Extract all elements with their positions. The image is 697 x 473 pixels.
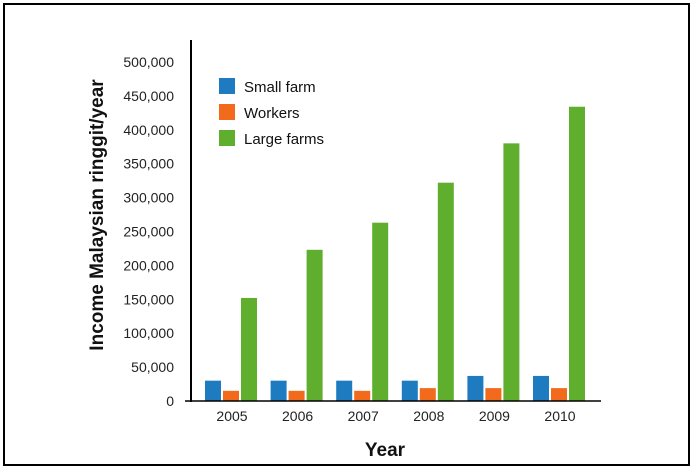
bar-small-farm-2010	[533, 375, 549, 401]
bar-large-farms-2008	[437, 182, 454, 401]
bar-large-farms-2005	[241, 297, 257, 401]
legend-label: Workers	[244, 105, 300, 122]
y-tick-label: 0	[166, 393, 174, 409]
y-tick-label: 200,000	[123, 257, 174, 273]
y-tick-label: 400,000	[123, 122, 174, 138]
bar-large-farms-2006	[306, 249, 323, 401]
y-tick-label: 450,000	[123, 88, 174, 104]
bar-large-farms-2010	[569, 106, 585, 402]
bar-workers-2005	[223, 390, 239, 401]
bars	[205, 106, 585, 402]
bar-workers-2009	[485, 388, 502, 401]
bar-workers-2007	[354, 390, 371, 401]
bar-small-farm-2007	[336, 380, 353, 401]
x-tick-label: 2005	[216, 408, 247, 424]
x-axis-title: Year	[365, 440, 406, 461]
bar-small-farm-2008	[401, 380, 418, 401]
y-tick-label: 500,000	[123, 54, 174, 70]
bar-workers-2006	[288, 390, 305, 401]
legend-swatch	[219, 78, 235, 94]
y-tick-label: 250,000	[123, 224, 174, 240]
y-axis-title: Income Malaysian ringgit/year	[87, 79, 108, 351]
y-tick-label: 150,000	[123, 291, 174, 307]
legend-label: Small farm	[244, 79, 316, 96]
y-tick-label: 350,000	[123, 156, 174, 172]
legend-swatch	[219, 104, 235, 120]
bar-workers-2010	[551, 388, 567, 401]
y-tick-label: 50,000	[131, 359, 174, 375]
legend-label: Large farms	[244, 131, 324, 148]
x-tick-label: 2010	[544, 408, 575, 424]
bar-large-farms-2009	[503, 143, 520, 402]
bar-small-farm-2005	[205, 380, 221, 401]
bar-small-farm-2009	[467, 375, 484, 401]
bar-small-farm-2006	[270, 380, 287, 401]
x-tick-label: 2006	[282, 408, 313, 424]
legend: Small farm Workers Large farms	[219, 78, 324, 148]
y-tick-label: 100,000	[123, 325, 174, 341]
x-tick-label: 2009	[479, 408, 510, 424]
y-tick-labels: 0 50,000 100,000 150,000 200,000 250,000 300,0…	[123, 54, 174, 409]
bar-workers-2008	[419, 388, 436, 401]
bar-large-farms-2007	[372, 222, 389, 401]
x-tick-labels: 2005 2006 2007 2008 2009 2010	[216, 408, 575, 424]
x-tick-label: 2007	[348, 408, 379, 424]
y-tick-label: 300,000	[123, 190, 174, 206]
legend-swatch	[219, 130, 235, 146]
x-tick-label: 2008	[413, 408, 444, 424]
